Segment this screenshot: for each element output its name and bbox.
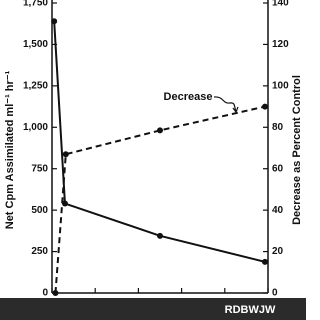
y2-axis-label: Decrease as Percent Control bbox=[291, 75, 303, 225]
data-point bbox=[261, 103, 268, 110]
series-line bbox=[54, 105, 266, 294]
data-point bbox=[62, 151, 69, 158]
y2-tick-label: 0 bbox=[272, 288, 278, 299]
y2-tick-label: 140 bbox=[272, 0, 289, 9]
y2-tick-label: 80 bbox=[272, 122, 284, 133]
annotation-arrow bbox=[213, 96, 237, 112]
y2-tick-label: 20 bbox=[272, 246, 284, 257]
annotation: Decrease bbox=[164, 91, 213, 103]
y-tick-label: 1,500 bbox=[23, 39, 48, 50]
data-point bbox=[51, 18, 58, 25]
data-point bbox=[261, 258, 268, 265]
y-tick-label: 1,250 bbox=[23, 80, 48, 91]
data-point bbox=[52, 290, 59, 296]
data-point bbox=[157, 127, 163, 134]
data-point bbox=[61, 200, 68, 207]
chart: Net Cpm Assimilated ml⁻¹ hr⁻¹ Decrease a… bbox=[0, 0, 306, 320]
y-tick-label: 1,000 bbox=[23, 122, 48, 133]
y2-tick-label: 120 bbox=[272, 39, 289, 50]
y2-tick-label: 40 bbox=[272, 205, 284, 216]
y-axis-label: Net Cpm Assimilated ml⁻¹ hr⁻¹ bbox=[4, 70, 16, 229]
y2-tick-label: 100 bbox=[272, 80, 289, 91]
y2-tick-label: 60 bbox=[272, 163, 284, 174]
background bbox=[0, 0, 306, 320]
annotation-arrowhead bbox=[232, 106, 239, 114]
y-tick-label: 250 bbox=[31, 246, 48, 257]
y-tick-label: 750 bbox=[31, 163, 48, 174]
series-line bbox=[53, 21, 266, 263]
y-tick-label: 500 bbox=[31, 205, 48, 216]
watermark-bar bbox=[0, 298, 306, 320]
data-point bbox=[157, 232, 163, 239]
y-tick-label: 0 bbox=[42, 288, 48, 299]
watermark: RDBWJW bbox=[225, 304, 276, 316]
y-tick-label: 1,750 bbox=[23, 0, 48, 9]
